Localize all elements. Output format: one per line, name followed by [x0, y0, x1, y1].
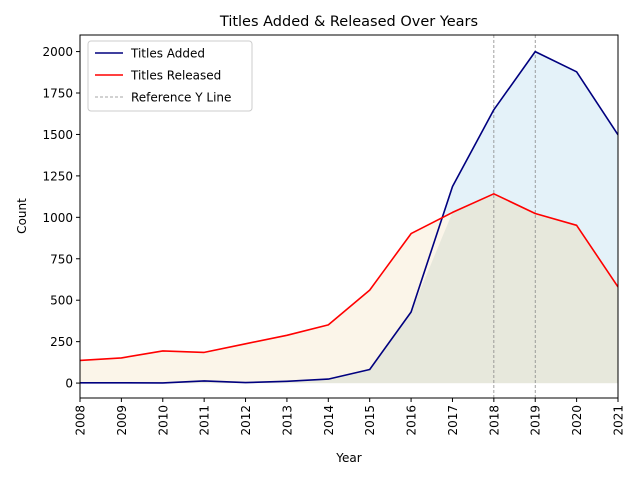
y-tick-label: 1500 — [42, 128, 73, 142]
x-tick-label: 2011 — [198, 405, 212, 436]
y-tick-label: 500 — [50, 294, 73, 308]
area-fills — [80, 51, 618, 384]
series-lines — [80, 50, 618, 384]
y-tick-label: 750 — [50, 252, 73, 266]
x-tick-label: 2021 — [612, 405, 626, 436]
x-tick-label: 2017 — [446, 405, 460, 436]
y-tick-label: 1750 — [42, 87, 73, 101]
legend-label-titles-added: Titles Added — [130, 47, 205, 61]
legend-label-reference-y-line: Reference Y Line — [131, 91, 231, 105]
legend-box — [87, 40, 253, 112]
x-tick-label: 2016 — [405, 405, 419, 436]
x-tick-label: 2020 — [570, 405, 584, 436]
chart-title: Titles Added & Released Over Years — [219, 14, 478, 30]
x-tick-label: 2015 — [363, 405, 377, 436]
x-tick-label: 2012 — [239, 405, 253, 436]
legend-label-titles-released: Titles Released — [130, 69, 221, 83]
x-tick-label: 2018 — [487, 405, 501, 436]
area-fill-overlap — [80, 193, 618, 384]
legend: Titles Added Titles Released Reference Y L… — [87, 40, 253, 112]
x-tick-label: 2014 — [322, 405, 336, 436]
x-tick-label: 2010 — [156, 405, 170, 436]
x-axis: 2008 2009 2010 2011 2012 2013 2014 2015 2016 2017… — [74, 398, 626, 436]
y-tick-label: 1000 — [42, 211, 73, 225]
reference-lines — [493, 35, 536, 398]
y-tick-label: 2000 — [42, 45, 73, 59]
x-tick-label: 2008 — [74, 405, 88, 436]
y-axis: 0 250 500 750 1000 1250 1500 1750 2000 — [42, 45, 80, 391]
series-line-titles-released — [80, 193, 618, 362]
x-tick-label: 2019 — [529, 405, 543, 436]
x-axis-label: Year — [335, 451, 361, 465]
x-tick-label: 2009 — [115, 405, 129, 436]
x-tick-label: 2013 — [280, 405, 294, 436]
plot-frame — [79, 34, 619, 399]
series-line-titles-added — [80, 50, 618, 384]
y-tick-label: 0 — [65, 377, 73, 391]
y-tick-label: 1250 — [42, 169, 73, 183]
y-axis-label: Count — [15, 198, 29, 234]
y-tick-label: 250 — [50, 335, 73, 349]
